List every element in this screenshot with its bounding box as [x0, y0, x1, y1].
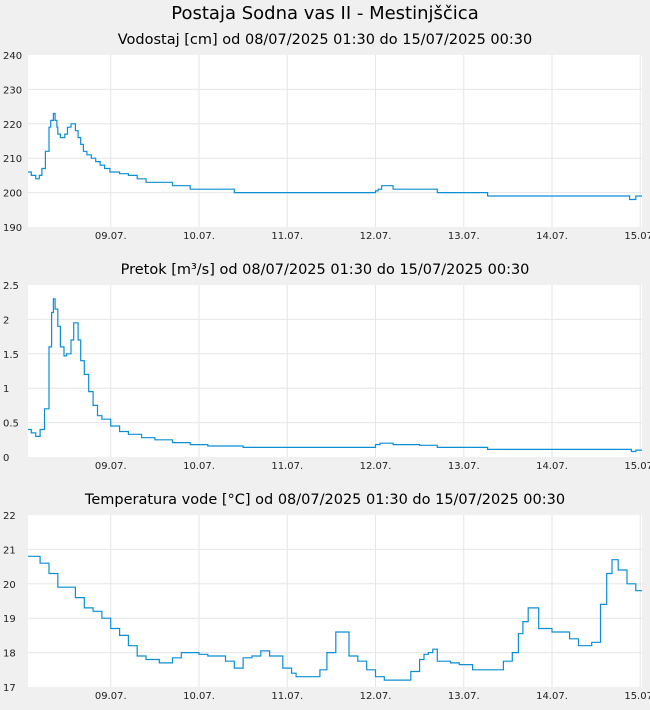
water-temperature-x-tick-label: 15.07. — [624, 691, 650, 702]
discharge-x-tick-label: 11.07. — [271, 461, 303, 472]
discharge-x-tick-label: 13.07. — [448, 461, 480, 472]
water-temperature-y-tick-label: 17 — [3, 683, 16, 694]
water-temperature-x-tick-label: 10.07. — [183, 691, 215, 702]
discharge-plot-area — [28, 285, 642, 457]
water-level-chart: 190 200 210 220 230 240 09.07. 10.07. 11.07. 12.0… — [3, 51, 650, 242]
water-level-x-tick-label: 13.07. — [448, 231, 480, 242]
water-temperature-x-tick-label: 09.07. — [95, 691, 127, 702]
chart-title-discharge: Pretok [m³/s] od 08/07/2025 01:30 do 15/… — [120, 262, 530, 278]
discharge-series-line — [28, 298, 642, 453]
water-level-x-tick-label: 15.07. — [624, 231, 650, 242]
water-level-y-tick-label: 240 — [3, 51, 22, 62]
discharge-x-tick-label: 10.07. — [183, 461, 215, 472]
discharge-y-tick-label: 0.5 — [3, 419, 19, 430]
discharge-y-tick-label: 2 — [3, 315, 9, 326]
water-temperature-y-tick-label: 18 — [3, 649, 16, 660]
water-level-x-tick-label: 10.07. — [183, 231, 215, 242]
discharge-x-tick-label: 14.07. — [536, 461, 568, 472]
chart-title-water-level: Vodostaj [cm] od 08/07/2025 01:30 do 15/… — [117, 32, 533, 48]
chart-title-water-temperature: Temperatura vode [°C] od 08/07/2025 01:3… — [84, 492, 566, 508]
water-level-series-line — [28, 112, 642, 201]
discharge-chart: 0 0.5 1 1.5 2 2.5 09.07. 10.07. 11.07. 12.07. 13.0… — [3, 281, 650, 472]
water-level-x-tick-label: 14.07. — [536, 231, 568, 242]
discharge-y-tick-label: 2.5 — [3, 281, 19, 292]
discharge-y-tick-label: 0 — [3, 453, 9, 464]
page-title: Postaja Sodna vas II - Mestinjščica — [171, 3, 479, 24]
discharge-x-tick-label: 12.07. — [360, 461, 392, 472]
water-temperature-x-tick-label: 13.07. — [448, 691, 480, 702]
water-temperature-y-tick-label: 20 — [3, 580, 16, 591]
water-temperature-y-tick-label: 22 — [3, 511, 16, 522]
discharge-y-tick-label: 1.5 — [3, 350, 19, 361]
water-level-y-tick-label: 210 — [3, 154, 22, 165]
water-temperature-x-tick-label: 11.07. — [271, 691, 303, 702]
water-temperature-x-tick-label: 12.07. — [360, 691, 392, 702]
discharge-x-tick-label: 09.07. — [95, 461, 127, 472]
water-temperature-y-tick-label: 19 — [3, 614, 16, 625]
water-level-x-tick-label: 12.07. — [360, 231, 392, 242]
water-level-x-tick-label: 11.07. — [271, 231, 303, 242]
water-level-y-tick-label: 200 — [3, 189, 22, 200]
water-level-plot-area — [28, 55, 642, 227]
discharge-y-tick-label: 1 — [3, 384, 9, 395]
water-level-y-tick-label: 230 — [3, 85, 22, 96]
water-temperature-plot-area — [28, 515, 642, 687]
water-temperature-y-tick-label: 21 — [3, 545, 16, 556]
water-temperature-series-line — [28, 555, 642, 681]
water-temperature-chart: 17 18 19 20 21 22 09.07. 10.07. 11.07. 12.07. 13.0… — [3, 511, 650, 702]
water-level-x-tick-label: 09.07. — [95, 231, 127, 242]
water-temperature-x-tick-label: 14.07. — [536, 691, 568, 702]
discharge-x-tick-label: 15.07. — [624, 461, 650, 472]
water-level-y-tick-label: 220 — [3, 120, 22, 131]
water-level-y-tick-label: 190 — [3, 223, 22, 234]
